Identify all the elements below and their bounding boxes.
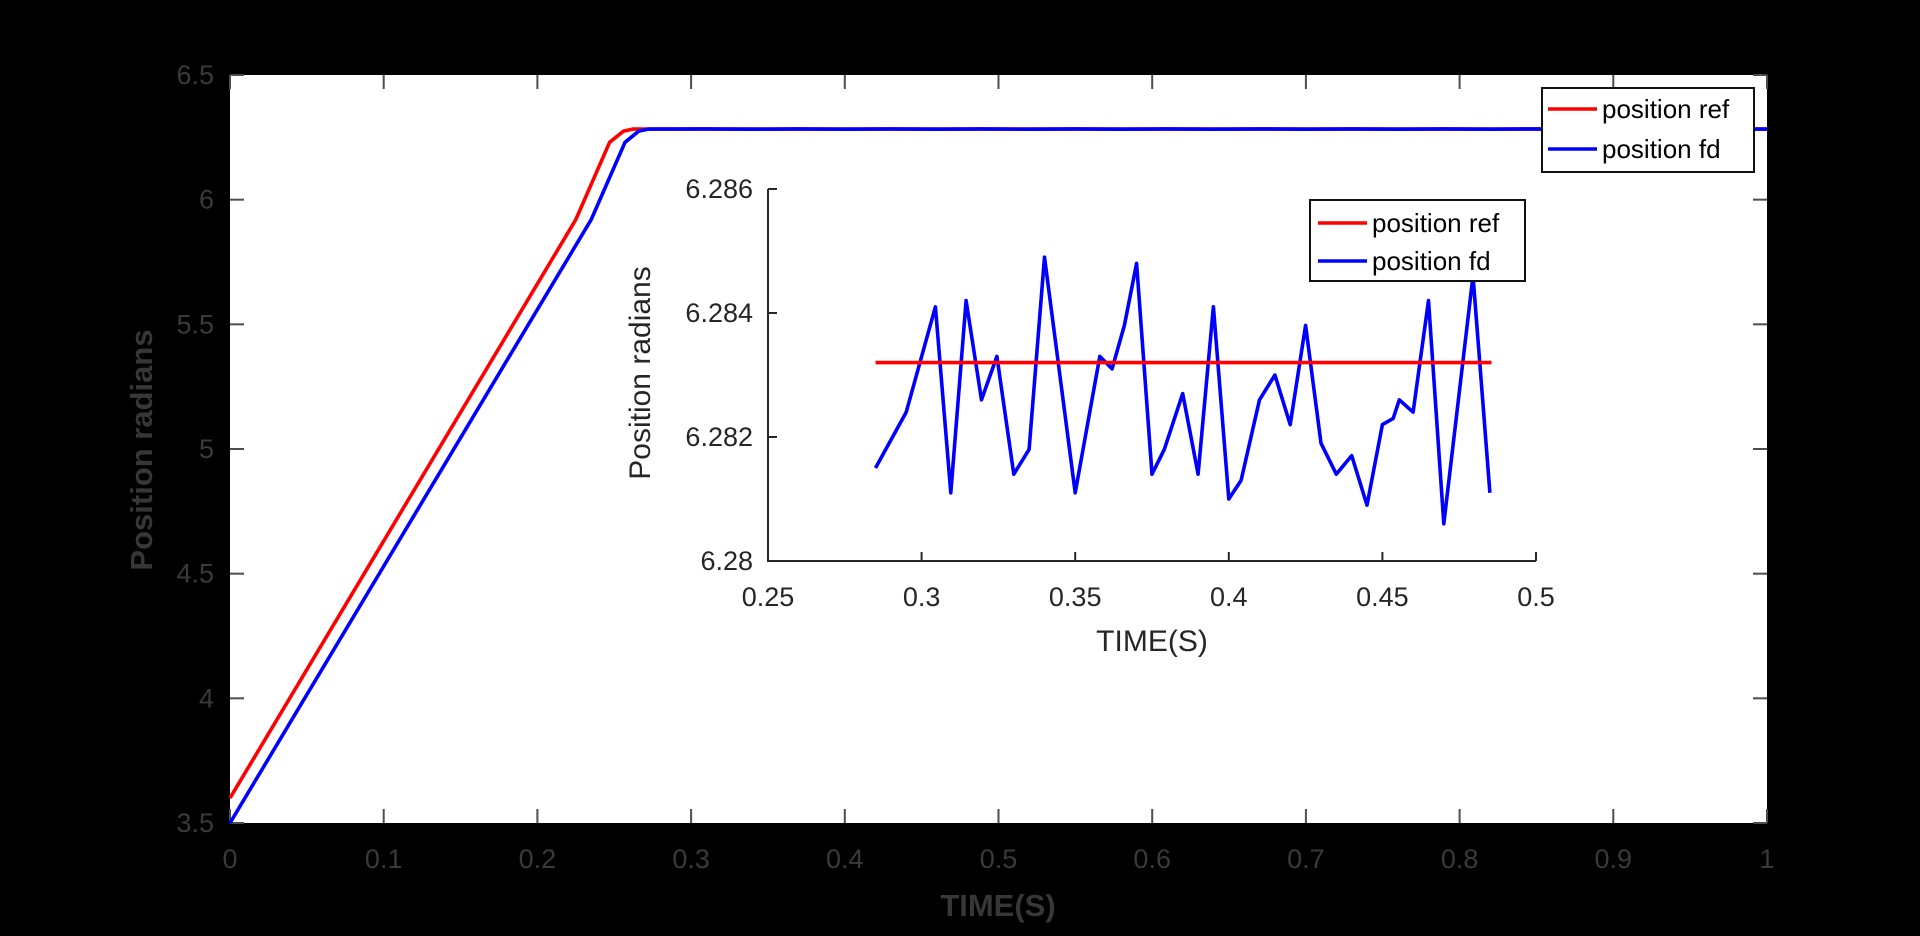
y-tick-label: 4.5: [176, 559, 214, 589]
x-tick-label: 0.3: [903, 582, 941, 612]
legend-label-position-fd: position fd: [1602, 134, 1721, 164]
x-tick-label: 0.3: [672, 844, 710, 874]
y-tick-label: 6.5: [176, 60, 214, 90]
legend-label-position-fd: position fd: [1372, 246, 1491, 276]
x-tick-label: 0.6: [1133, 844, 1171, 874]
main-legend: position ref position fd: [1541, 87, 1755, 173]
x-tick-label: 0.9: [1595, 844, 1633, 874]
y-tick-label: 6.284: [685, 298, 753, 328]
x-tick-label: 0.5: [1517, 582, 1555, 612]
main-legend-box: [1541, 87, 1755, 173]
legend-label-position-ref: position ref: [1372, 208, 1500, 238]
y-tick-label: 6.28: [700, 546, 753, 576]
x-tick-label: 1: [1759, 844, 1774, 874]
inset-series-lines: [873, 255, 1492, 526]
inset-x-tick-labels: 0.25 0.3 0.35 0.4 0.45 0.5: [742, 582, 1555, 612]
x-tick-label: 0.5: [980, 844, 1018, 874]
x-tick-label: 0: [222, 844, 237, 874]
main-axis-ticks: [229, 74, 1768, 824]
inset-y-axis-label: Position radians: [624, 266, 657, 479]
x-tick-label: 0.25: [742, 582, 795, 612]
y-tick-label: 6.282: [685, 422, 753, 452]
x-tick-label: 0.7: [1287, 844, 1325, 874]
main-x-axis-label: TIME(S): [940, 888, 1055, 923]
y-tick-label: 5.5: [176, 309, 214, 339]
x-tick-label: 0.45: [1356, 582, 1409, 612]
y-tick-label: 5: [199, 434, 214, 464]
x-tick-label: 0.35: [1049, 582, 1102, 612]
y-tick-label: 4: [199, 683, 214, 713]
x-tick-label: 0.1: [365, 844, 403, 874]
inset-y-tick-labels: 6.28 6.282 6.284 6.286: [685, 174, 753, 576]
main-y-tick-labels: 3.5 4 4.5 5 5.5 6 6.5: [176, 60, 214, 838]
x-tick-label: 0.2: [519, 844, 557, 874]
inset-legend: position ref position fd: [1309, 199, 1526, 282]
main-x-tick-labels: 0 0.1 0.2 0.3 0.4 0.5 0.6 0.7 0.8 0.9 1: [222, 844, 1774, 874]
inset-axis-ticks: [767, 188, 1537, 562]
y-tick-label: 6: [199, 185, 214, 215]
legend-label-position-ref: position ref: [1602, 94, 1730, 124]
inset-plot-axes: [767, 189, 1536, 562]
inset-legend-entries: position ref position fd: [1318, 208, 1500, 276]
x-tick-label: 0.4: [1210, 582, 1248, 612]
main-y-axis-label: Position radians: [124, 329, 159, 570]
inset-legend-box: [1309, 199, 1526, 282]
main-plot-area: [230, 75, 1767, 823]
x-tick-label: 0.8: [1441, 844, 1479, 874]
series-line-position-fd: [873, 255, 1492, 526]
y-tick-label: 6.286: [685, 174, 753, 204]
y-tick-label: 3.5: [176, 808, 214, 838]
x-tick-label: 0.4: [826, 844, 864, 874]
main-legend-entries: position ref position fd: [1548, 94, 1730, 164]
inset-x-axis-label: TIME(S): [1096, 625, 1208, 658]
